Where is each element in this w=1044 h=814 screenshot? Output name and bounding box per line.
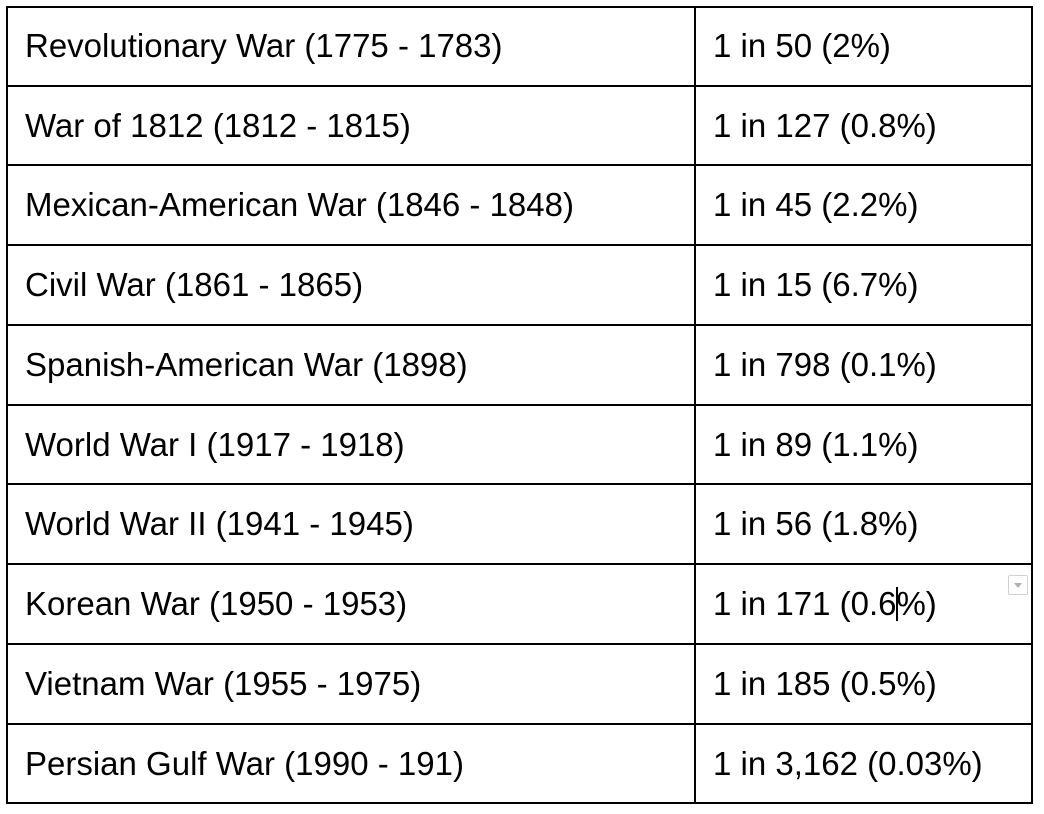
odds-text-before-cursor: 1 in 171 (0.6 bbox=[713, 585, 897, 623]
war-cell[interactable]: Mexican-American War (1846 - 1848) bbox=[8, 164, 696, 247]
table-row: Vietnam War (1955 - 1975) 1 in 185 (0.5%… bbox=[8, 643, 1031, 726]
odds-cell[interactable]: 1 in 50 (2%) bbox=[694, 8, 1031, 87]
war-odds-table: Revolutionary War (1775 - 1783) 1 in 50 … bbox=[6, 6, 1033, 804]
war-cell[interactable]: Spanish-American War (1898) bbox=[8, 323, 696, 406]
table-row: Revolutionary War (1775 - 1783) 1 in 50 … bbox=[8, 8, 1031, 87]
chevron-down-icon[interactable] bbox=[1008, 575, 1028, 596]
odds-cell[interactable]: 1 in 45 (2.2%) bbox=[694, 164, 1031, 247]
war-cell[interactable]: World War I (1917 - 1918) bbox=[8, 403, 696, 486]
war-cell[interactable]: Persian Gulf War (1990 - 191) bbox=[8, 723, 696, 802]
table-row: Civil War (1861 - 1865) 1 in 15 (6.7%) bbox=[8, 244, 1031, 326]
odds-text-after-cursor: %) bbox=[896, 585, 937, 623]
war-cell[interactable]: Revolutionary War (1775 - 1783) bbox=[8, 8, 696, 87]
war-cell[interactable]: World War II (1941 - 1945) bbox=[8, 483, 696, 566]
odds-cell[interactable]: 1 in 89 (1.1%) bbox=[694, 403, 1031, 486]
table-row: Spanish-American War (1898) 1 in 798 (0.… bbox=[8, 323, 1031, 406]
table-row: World War I (1917 - 1918) 1 in 89 (1.1%) bbox=[8, 403, 1031, 486]
text-cursor bbox=[896, 587, 899, 622]
table-row: Korean War (1950 - 1953) 1 in 171 (0.6%) bbox=[8, 563, 1031, 646]
table-grid: Revolutionary War (1775 - 1783) 1 in 50 … bbox=[8, 8, 1031, 802]
table-row: War of 1812 (1812 - 1815) 1 in 127 (0.8%… bbox=[8, 84, 1031, 167]
odds-cell[interactable]: 1 in 127 (0.8%) bbox=[694, 84, 1031, 167]
war-cell[interactable]: Korean War (1950 - 1953) bbox=[8, 563, 696, 646]
table-row: Mexican-American War (1846 - 1848) 1 in … bbox=[8, 164, 1031, 247]
war-cell[interactable]: War of 1812 (1812 - 1815) bbox=[8, 84, 696, 167]
table-row: World War II (1941 - 1945) 1 in 56 (1.8%… bbox=[8, 483, 1031, 566]
war-cell[interactable]: Civil War (1861 - 1865) bbox=[8, 244, 696, 326]
odds-cell[interactable]: 1 in 56 (1.8%) bbox=[694, 483, 1031, 566]
odds-cell[interactable]: 1 in 15 (6.7%) bbox=[694, 244, 1031, 326]
table-row: Persian Gulf War (1990 - 191) 1 in 3,162… bbox=[8, 723, 1031, 802]
odds-cell[interactable]: 1 in 3,162 (0.03%) bbox=[694, 723, 1031, 802]
odds-cell-active[interactable]: 1 in 171 (0.6%) bbox=[694, 563, 1031, 646]
war-cell[interactable]: Vietnam War (1955 - 1975) bbox=[8, 643, 696, 726]
odds-cell[interactable]: 1 in 798 (0.1%) bbox=[694, 323, 1031, 406]
odds-cell[interactable]: 1 in 185 (0.5%) bbox=[694, 643, 1031, 726]
